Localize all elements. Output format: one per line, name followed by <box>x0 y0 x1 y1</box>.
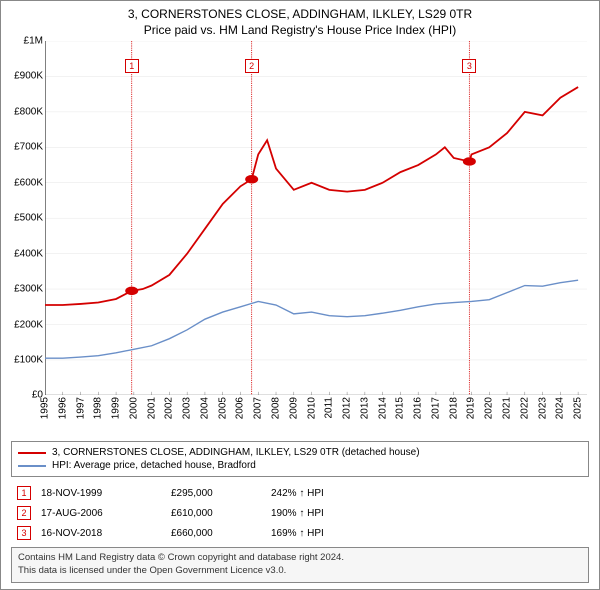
x-tick-label: 2007 <box>253 397 264 419</box>
x-tick-label: 2015 <box>395 397 406 419</box>
x-tick-label: 2003 <box>182 397 193 419</box>
transaction-date: 17-AUG-2006 <box>41 508 161 519</box>
footer-line2: This data is licensed under the Open Gov… <box>18 565 582 578</box>
plot-area: 1 2 3 <box>45 41 587 395</box>
y-tick-label: £700K <box>14 142 43 153</box>
x-tick-label: 2012 <box>342 397 353 419</box>
transaction-number: 1 <box>17 486 31 500</box>
x-tick-label: 2000 <box>128 397 139 419</box>
transaction-hpi: 190% ↑ HPI <box>271 508 589 519</box>
x-tick-label: 2021 <box>502 397 513 419</box>
footer-line1: Contains HM Land Registry data © Crown c… <box>18 552 582 565</box>
transaction-price: £610,000 <box>171 508 261 519</box>
transaction-marker: 2 <box>245 59 259 73</box>
x-tick-label: 2016 <box>413 397 424 419</box>
x-tick-label: 1996 <box>57 397 68 419</box>
title-address: 3, CORNERSTONES CLOSE, ADDINGHAM, ILKLEY… <box>5 7 595 21</box>
transaction-number: 3 <box>17 526 31 540</box>
transaction-price: £660,000 <box>171 528 261 539</box>
x-tick-label: 1995 <box>40 397 51 419</box>
transaction-date: 16-NOV-2018 <box>41 528 161 539</box>
transaction-price: £295,000 <box>171 488 261 499</box>
x-tick-label: 1998 <box>93 397 104 419</box>
transaction-hpi: 242% ↑ HPI <box>271 488 589 499</box>
y-tick-label: £500K <box>14 213 43 224</box>
transaction-row: 1 18-NOV-1999 £295,000 242% ↑ HPI <box>11 483 589 503</box>
legend-item-property: 3, CORNERSTONES CLOSE, ADDINGHAM, ILKLEY… <box>18 446 582 459</box>
transaction-number: 2 <box>17 506 31 520</box>
legend-label-hpi: HPI: Average price, detached house, Brad… <box>52 460 256 471</box>
title-block: 3, CORNERSTONES CLOSE, ADDINGHAM, ILKLEY… <box>1 1 599 41</box>
x-tick-label: 2023 <box>537 397 548 419</box>
title-subtitle: Price paid vs. HM Land Registry's House … <box>5 23 595 37</box>
x-tick-label: 2009 <box>288 397 299 419</box>
x-tick-label: 2005 <box>217 397 228 419</box>
x-tick-label: 2004 <box>199 397 210 419</box>
y-tick-label: £100K <box>14 354 43 365</box>
transaction-marker: 1 <box>125 59 139 73</box>
legend: 3, CORNERSTONES CLOSE, ADDINGHAM, ILKLEY… <box>11 441 589 477</box>
x-tick-label: 2001 <box>146 397 157 419</box>
x-tick-label: 2002 <box>164 397 175 419</box>
x-tick-label: 2008 <box>271 397 282 419</box>
legend-item-hpi: HPI: Average price, detached house, Brad… <box>18 459 582 472</box>
transaction-hpi: 169% ↑ HPI <box>271 528 589 539</box>
plot-svg <box>45 41 587 395</box>
x-tick-label: 1997 <box>75 397 86 419</box>
x-axis-labels: 1995199619971998199920002001200220032004… <box>45 395 587 437</box>
x-tick-label: 2019 <box>466 397 477 419</box>
chart-area: £0£100K£200K£300K£400K£500K£600K£700K£80… <box>1 41 599 395</box>
transaction-row: 3 16-NOV-2018 £660,000 169% ↑ HPI <box>11 523 589 543</box>
y-tick-label: £400K <box>14 248 43 259</box>
y-tick-label: £600K <box>14 177 43 188</box>
transaction-date: 18-NOV-1999 <box>41 488 161 499</box>
y-tick-label: £900K <box>14 71 43 82</box>
x-tick-label: 2011 <box>324 397 335 419</box>
chart-container: 3, CORNERSTONES CLOSE, ADDINGHAM, ILKLEY… <box>0 0 600 590</box>
x-tick-label: 2024 <box>555 397 566 419</box>
x-tick-label: 2006 <box>235 397 246 419</box>
y-tick-label: £300K <box>14 284 43 295</box>
x-tick-label: 2010 <box>306 397 317 419</box>
x-tick-label: 2022 <box>519 397 530 419</box>
x-tick-label: 2013 <box>359 397 370 419</box>
legend-swatch-hpi <box>18 465 46 467</box>
x-tick-label: 1999 <box>111 397 122 419</box>
y-tick-label: £200K <box>14 319 43 330</box>
transaction-table: 1 18-NOV-1999 £295,000 242% ↑ HPI 2 17-AUG-20… <box>11 483 589 543</box>
x-tick-label: 2018 <box>448 397 459 419</box>
attribution-footer: Contains HM Land Registry data © Crown c… <box>11 547 589 583</box>
y-axis-labels: £0£100K£200K£300K£400K£500K£600K£700K£80… <box>1 41 45 395</box>
transaction-marker: 3 <box>462 59 476 73</box>
x-tick-label: 2014 <box>377 397 388 419</box>
legend-label-property: 3, CORNERSTONES CLOSE, ADDINGHAM, ILKLEY… <box>52 447 420 458</box>
y-tick-label: £1M <box>24 36 43 47</box>
x-tick-label: 2017 <box>430 397 441 419</box>
legend-swatch-property <box>18 452 46 454</box>
y-tick-label: £800K <box>14 106 43 117</box>
transaction-row: 2 17-AUG-2006 £610,000 190% ↑ HPI <box>11 503 589 523</box>
x-tick-label: 2025 <box>573 397 584 419</box>
x-tick-label: 2020 <box>484 397 495 419</box>
